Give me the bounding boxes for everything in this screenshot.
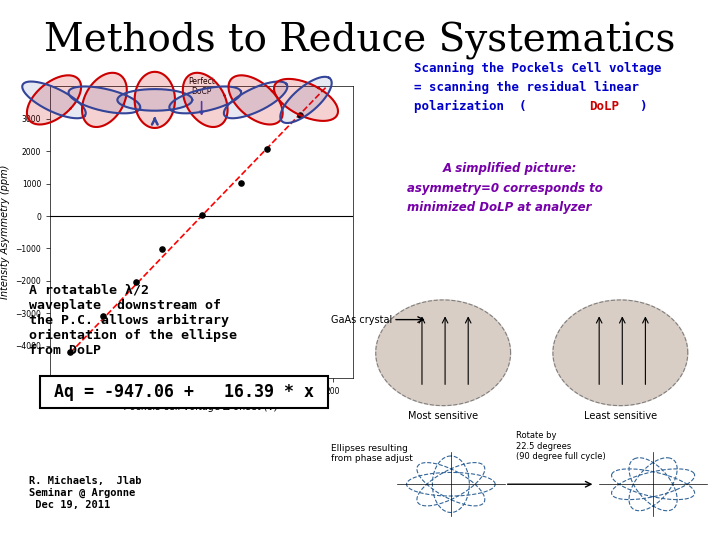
Text: = scanning the residual linear: = scanning the residual linear [414,81,639,94]
Point [196,211,207,220]
Text: Most sensitive: Most sensitive [408,410,478,421]
Polygon shape [224,82,287,118]
Text: Ellipses resulting
from phase adjust: Ellipses resulting from phase adjust [331,444,413,463]
Point [130,278,142,287]
Point [235,178,247,187]
FancyBboxPatch shape [40,376,328,408]
Text: ): ) [639,100,646,113]
Text: A rotatable λ/2
waveplate  downstream of
the P.C. allows arbitrary
orientation o: A rotatable λ/2 waveplate downstream of … [29,284,237,357]
Point [294,111,306,119]
Polygon shape [553,300,688,406]
X-axis label: Pockels cell voltage Δ offset (V): Pockels cell voltage Δ offset (V) [125,402,279,411]
Text: polarization  (: polarization ( [414,100,526,113]
Polygon shape [228,75,283,125]
Text: R. Michaels,  Jlab
Seminar @ Argonne
 Dec 19, 2011: R. Michaels, Jlab Seminar @ Argonne Dec … [29,476,141,510]
Polygon shape [82,73,127,127]
Text: A simplified picture:: A simplified picture: [443,162,577,175]
Text: Least sensitive: Least sensitive [584,410,657,421]
Text: Aq = -947.06 +   16.39 * x: Aq = -947.06 + 16.39 * x [53,383,314,401]
Text: Scanning the Pockels Cell voltage: Scanning the Pockels Cell voltage [414,62,662,75]
Polygon shape [169,86,241,113]
Polygon shape [68,86,140,113]
Polygon shape [135,72,175,128]
Text: Rotate by
22.5 degrees
(90 degree full cycle): Rotate by 22.5 degrees (90 degree full c… [516,431,606,461]
Polygon shape [22,82,86,118]
Text: asymmetry=0 corresponds to: asymmetry=0 corresponds to [407,182,603,195]
Polygon shape [27,75,81,125]
Point [328,76,339,85]
Point [156,245,168,254]
Text: minimized DoLP at analyzer: minimized DoLP at analyzer [407,201,591,214]
Point [64,348,76,356]
Polygon shape [183,73,228,127]
Text: GaAs crystal: GaAs crystal [331,315,392,325]
Point [261,144,273,153]
Text: DoLP: DoLP [589,100,619,113]
Polygon shape [274,79,338,121]
Polygon shape [376,300,510,406]
Text: Methods to Reduce Systematics: Methods to Reduce Systematics [45,22,675,59]
Text: Perfect
DoCP: Perfect DoCP [188,77,215,114]
Y-axis label: Intensity Asymmetry (ppm): Intensity Asymmetry (ppm) [0,165,10,299]
Polygon shape [117,89,192,111]
Polygon shape [280,77,332,123]
Point [97,312,109,321]
